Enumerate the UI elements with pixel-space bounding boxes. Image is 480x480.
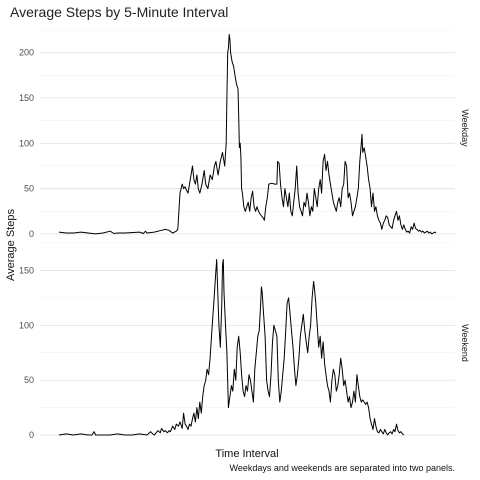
- weekday-y-tick-label: 100: [19, 138, 34, 148]
- panel-weekday: 0 50 100 150 200 Weekday: [19, 29, 470, 239]
- panel-weekend-strip-label: Weekend: [460, 324, 470, 362]
- x-axis-label: Time Interval: [215, 448, 278, 460]
- weekend-y-tick-label: 100: [19, 320, 34, 330]
- weekday-y-tick-label: 50: [24, 184, 34, 194]
- weekend-y-tick-label: 0: [29, 430, 34, 440]
- weekday-y-tick-label: 150: [19, 93, 34, 103]
- weekday-y-tick-label: 200: [19, 48, 34, 58]
- panel-weekend-grid: [40, 242, 455, 436]
- weekend-y-tick-label: 150: [19, 265, 34, 275]
- panel-weekday-y-ticks: 0 50 100 150 200: [19, 48, 34, 239]
- chart-caption: Weekdays and weekends are separated into…: [230, 463, 455, 473]
- chart-title: Average Steps by 5-Minute Interval: [10, 4, 228, 20]
- weekend-y-tick-label: 50: [24, 375, 34, 385]
- panel-weekday-grid: [40, 29, 455, 235]
- y-axis-label: Average Steps: [5, 209, 17, 281]
- panel-weekend-y-ticks: 0 50 100 150: [19, 265, 34, 440]
- weekend-series-line: [58, 259, 405, 436]
- panel-weekday-strip-label: Weekday: [460, 109, 470, 147]
- weekday-y-tick-label: 0: [29, 229, 34, 239]
- panel-weekend: 0 50 100 150 Weekend: [19, 242, 470, 440]
- weekday-series-line: [58, 34, 437, 235]
